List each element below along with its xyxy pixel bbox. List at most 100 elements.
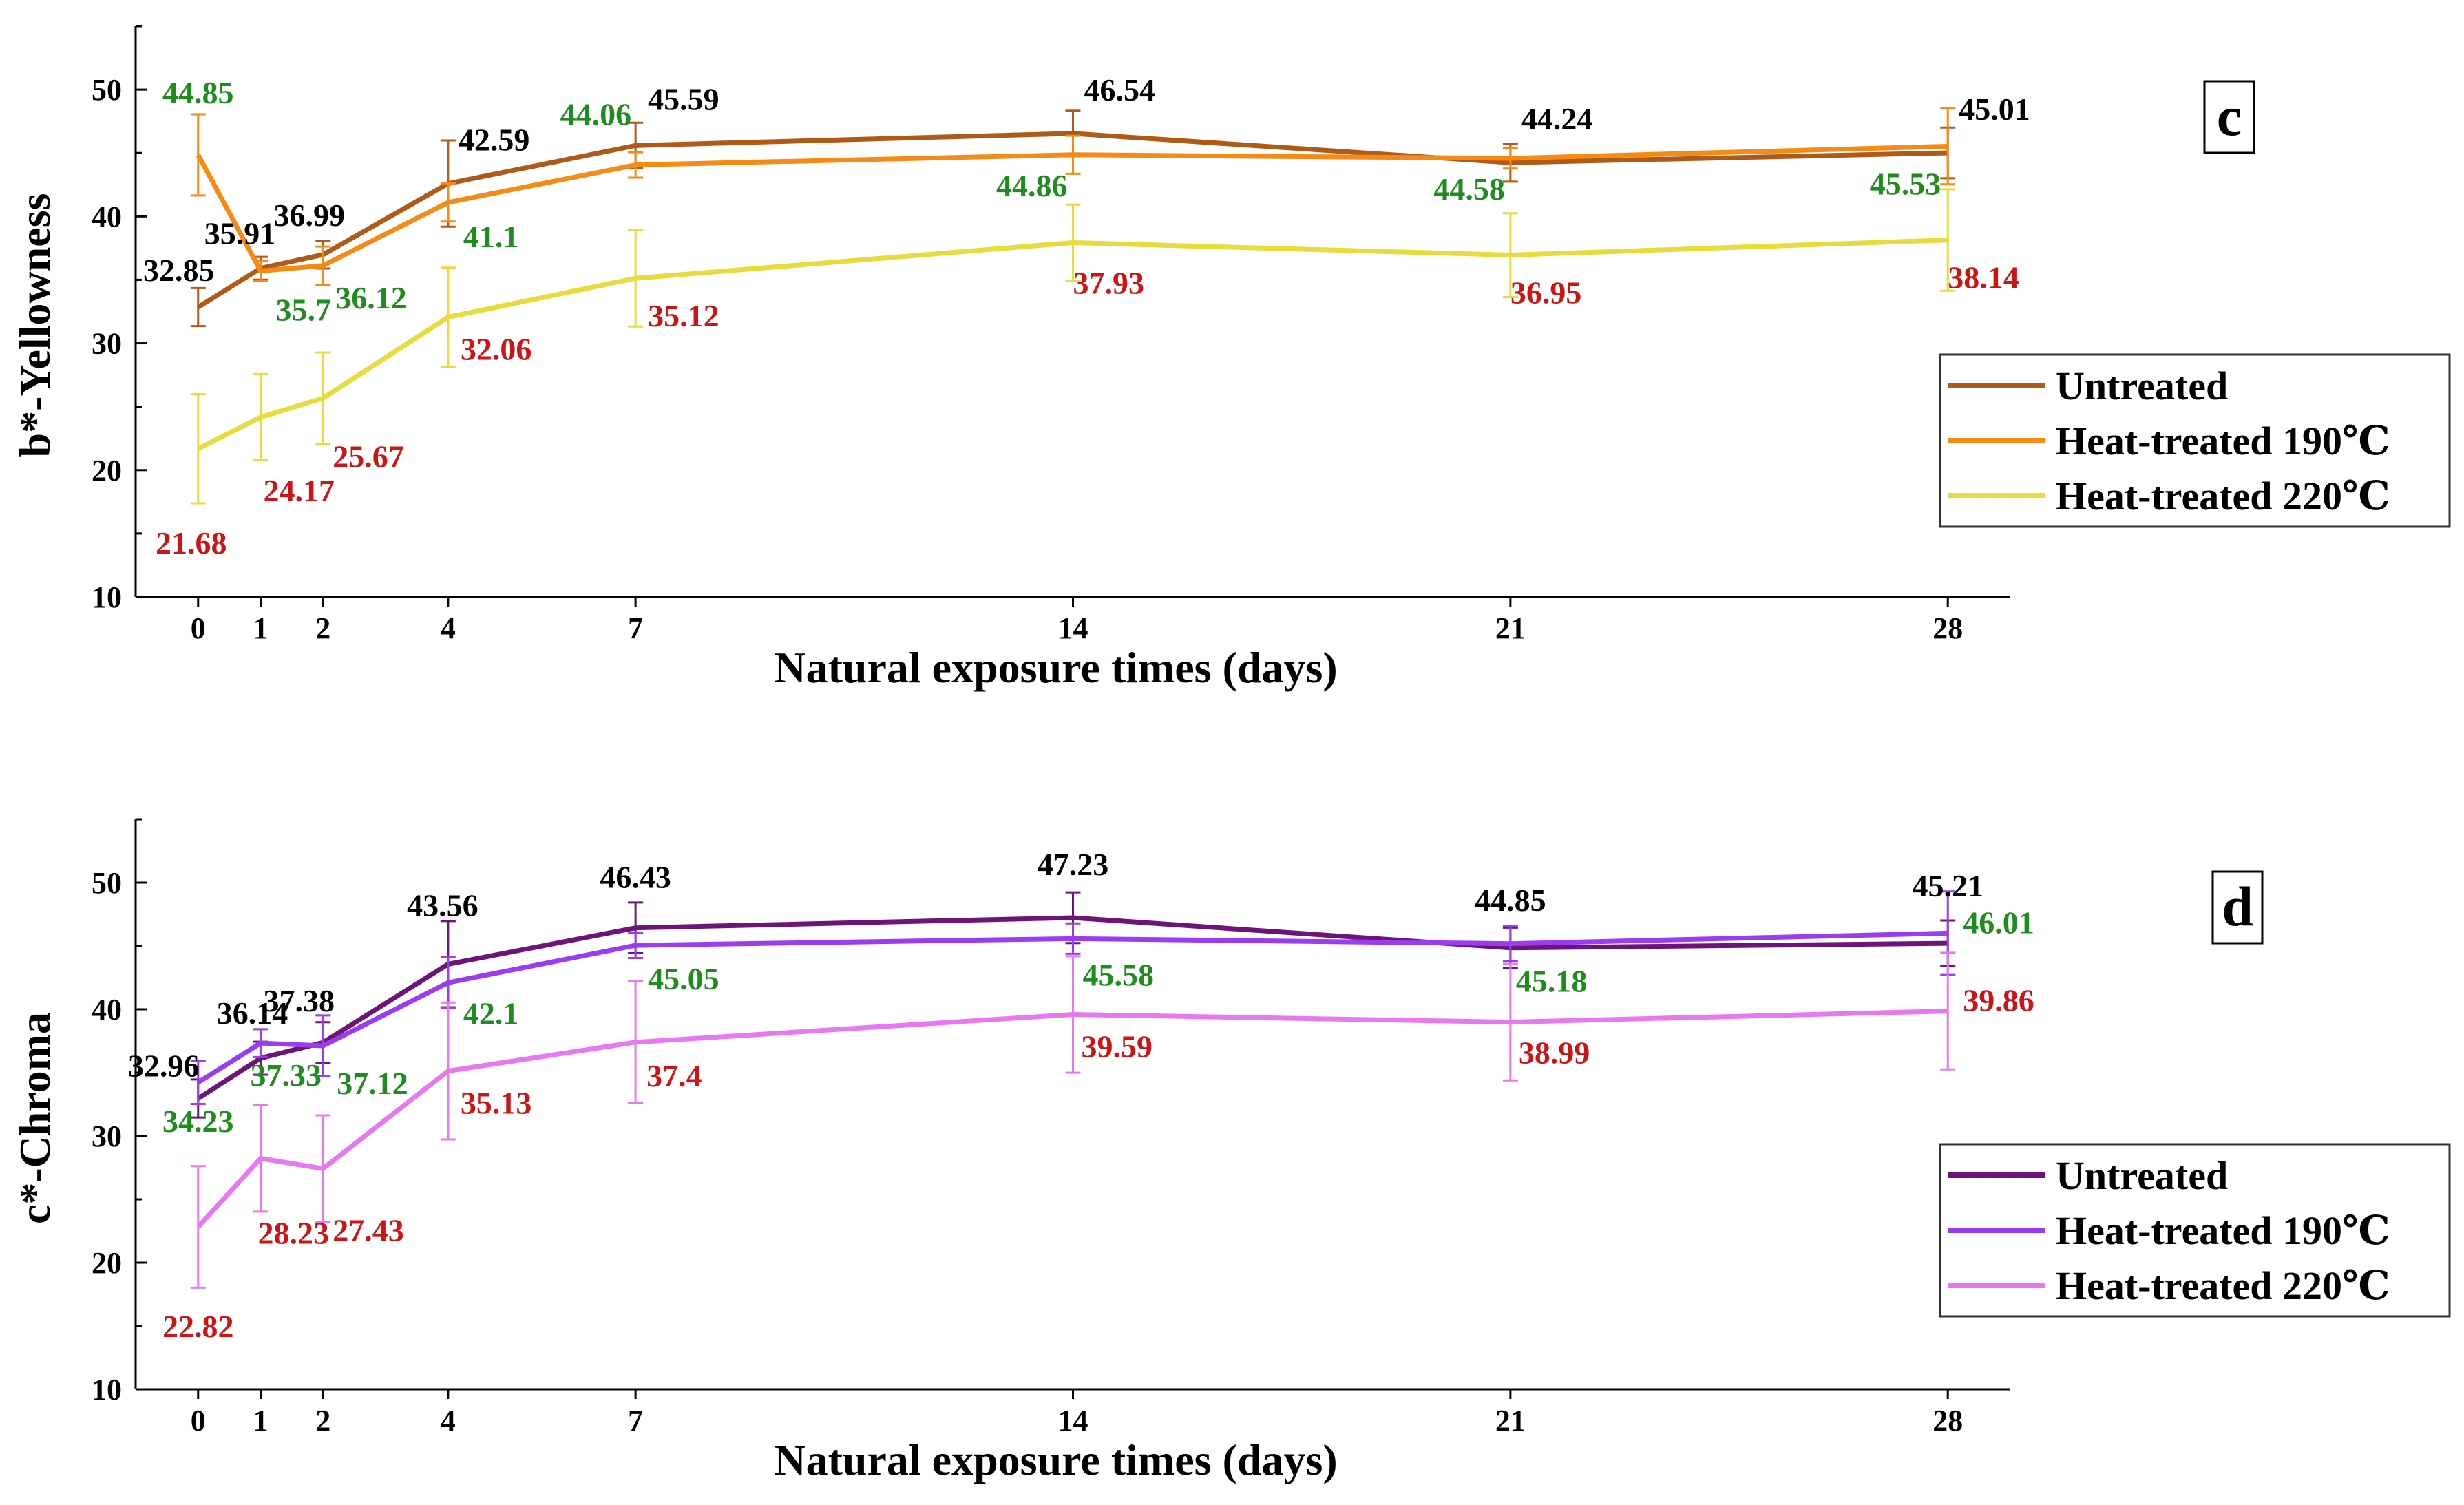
panel-label-box — [2203, 80, 2255, 154]
panel-label: d — [2222, 875, 2253, 938]
series-1 — [190, 890, 1956, 1105]
data-label: 38.14 — [1948, 260, 2019, 295]
x-tick-label: 1 — [253, 1404, 268, 1438]
data-label: 35.13 — [461, 1086, 532, 1121]
x-tick-label: 21 — [1495, 1404, 1526, 1438]
x-tick-label: 28 — [1933, 1404, 1963, 1438]
data-label: 45.58 — [1083, 957, 1155, 992]
data-label: 44.86 — [996, 168, 1068, 203]
data-label: 39.59 — [1082, 1029, 1153, 1064]
x-tick-label: 1 — [253, 611, 268, 645]
data-label: 32.06 — [461, 332, 532, 367]
y-tick-label: 40 — [92, 200, 122, 233]
data-label: 38.99 — [1519, 1035, 1590, 1071]
y-tick-label: 30 — [92, 327, 122, 361]
data-label: 21.68 — [156, 525, 227, 560]
y-tick-label: 10 — [92, 1373, 122, 1407]
data-label: 24.17 — [264, 473, 335, 508]
data-label: 37.38 — [264, 983, 335, 1018]
data-label: 43.56 — [407, 887, 478, 923]
data-label: 44.85 — [162, 75, 234, 110]
legend-label: Untreated — [2056, 1153, 2228, 1198]
y-tick-label: 40 — [92, 993, 122, 1027]
data-label: 37.12 — [337, 1066, 408, 1101]
data-label: 42.1 — [463, 996, 519, 1031]
data-label: 37.4 — [646, 1058, 702, 1093]
series-2 — [190, 188, 1956, 505]
data-label: 25.67 — [333, 439, 404, 474]
data-label: 44.85 — [1475, 883, 1546, 918]
data-label: 35.91 — [204, 216, 276, 251]
data-label: 39.86 — [1963, 983, 2034, 1018]
data-label: 46.43 — [600, 860, 671, 895]
data-label: 42.59 — [459, 123, 530, 158]
x-axis-title: Natural exposure times (days) — [774, 643, 1337, 692]
legend-label: Heat-treated 220℃ — [2056, 1263, 2390, 1308]
data-label: 47.23 — [1038, 847, 1109, 882]
panel-label: c — [2217, 85, 2242, 147]
data-label: 45.53 — [1870, 166, 1941, 201]
data-label: 32.85 — [143, 253, 215, 288]
legend-label: Heat-treated 190℃ — [2056, 419, 2390, 463]
data-label: 34.23 — [162, 1104, 234, 1139]
x-tick-label: 7 — [628, 611, 643, 645]
x-tick-label: 28 — [1933, 611, 1963, 645]
series-line — [196, 143, 1948, 274]
data-label: 36.95 — [1510, 275, 1582, 311]
y-tick-label: 50 — [92, 73, 122, 107]
y-tick-label: 20 — [92, 1246, 122, 1280]
data-label: 45.21 — [1912, 868, 1983, 903]
data-label: 45.01 — [1959, 92, 2030, 127]
x-tick-label: 0 — [191, 611, 206, 645]
series-line — [196, 930, 1948, 1085]
data-label: 35.12 — [648, 298, 719, 333]
x-tick-label: 4 — [441, 1404, 456, 1438]
x-tick-label: 7 — [628, 1404, 643, 1438]
data-label: 28.23 — [258, 1216, 330, 1251]
y-axis-title: b*-Yellowness — [10, 193, 59, 457]
series-1 — [190, 107, 1956, 286]
legend-label: Heat-treated 190℃ — [2056, 1208, 2390, 1253]
legend: Untreated Heat-treated 190℃ Heat-treated 2… — [1939, 1143, 2451, 1318]
series-2 — [190, 951, 1956, 1289]
panel-label-box — [2211, 870, 2264, 945]
data-label: 27.43 — [333, 1212, 404, 1248]
y-tick-label: 20 — [92, 454, 122, 487]
x-tick-label: 2 — [315, 611, 330, 645]
y-axis-title: c*-Chroma — [10, 1012, 59, 1224]
x-tick-label: 2 — [315, 1404, 330, 1438]
chart-panel-d: 10 20 30 40 50 0 1 2 4 7 14 21 28 Natural exposure ti… — [10, 818, 2451, 1484]
data-label: 37.33 — [251, 1057, 322, 1093]
data-label: 35.7 — [276, 293, 332, 328]
data-label: 32.96 — [128, 1049, 200, 1084]
series-line — [196, 1009, 1948, 1229]
x-tick-label: 21 — [1495, 611, 1526, 645]
data-label: 46.01 — [1963, 905, 2034, 940]
data-label: 45.05 — [648, 961, 719, 996]
data-label: 41.1 — [463, 219, 519, 254]
data-label: 36.14 — [217, 996, 288, 1031]
series-line — [197, 238, 1948, 451]
x-tick-label: 14 — [1058, 611, 1088, 645]
data-label: 36.99 — [274, 198, 346, 233]
data-label: 44.24 — [1521, 101, 1593, 136]
x-tick-label: 14 — [1058, 1404, 1088, 1438]
x-axis-title: Natural exposure times (days) — [774, 1435, 1337, 1484]
data-label: 22.82 — [162, 1309, 234, 1344]
legend-label: Untreated — [2056, 364, 2228, 408]
x-tick-label: 0 — [191, 1404, 206, 1438]
data-label: 36.12 — [335, 280, 407, 315]
data-label: 45.18 — [1516, 964, 1588, 999]
y-tick-label: 30 — [92, 1119, 122, 1153]
data-label: 46.54 — [1084, 72, 1156, 107]
chart-panel-c: 10 20 30 40 50 0 1 2 4 7 14 21 28 Natural exposure ti… — [10, 25, 2451, 692]
y-tick-label: 10 — [92, 580, 122, 614]
data-label: 44.06 — [560, 97, 632, 132]
data-label: 44.58 — [1433, 171, 1505, 207]
y-tick-label: 50 — [92, 866, 122, 900]
data-label: 45.59 — [648, 81, 719, 116]
data-label: 37.93 — [1073, 265, 1145, 300]
legend: Untreated Heat-treated 190℃ Heat-treated 2… — [1939, 353, 2451, 528]
x-tick-label: 4 — [441, 611, 456, 645]
